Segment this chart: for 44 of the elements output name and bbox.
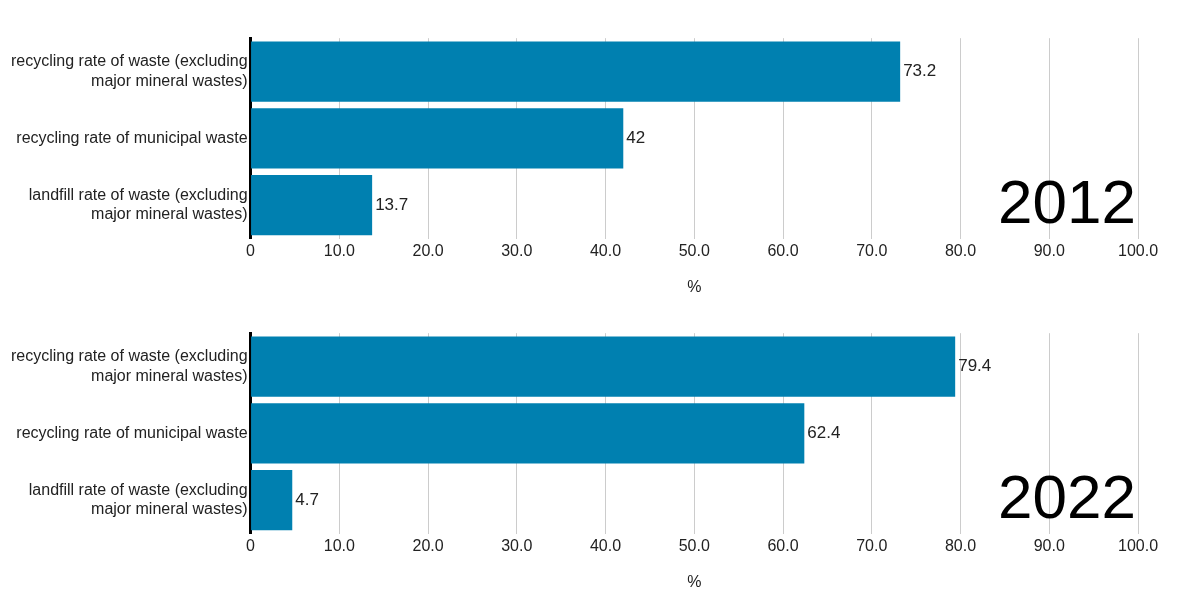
- x-tick-label: 50.0: [678, 241, 710, 259]
- x-tick-label: 60.0: [767, 241, 799, 259]
- x-tick-label: 40.0: [589, 536, 622, 554]
- x-tick-label: 20.0: [412, 241, 444, 259]
- x-tick-label: 100.0: [1117, 536, 1159, 554]
- x-tick-label: 90.0: [1033, 536, 1065, 554]
- bar: [251, 336, 956, 397]
- x-tick-label: 10.0: [323, 536, 355, 554]
- x-tick-label: 30.0: [501, 241, 533, 259]
- annotation: 2022: [998, 461, 1136, 531]
- y-tick-label: recycling rate of municipal waste: [16, 423, 248, 441]
- data-label: 73.2: [903, 61, 937, 81]
- x-tick-label: 10.0: [323, 241, 355, 259]
- y-tick-label: recycling rate of waste (excluding major mineral wastes): [10, 52, 248, 89]
- data-label: 4.7: [295, 489, 319, 509]
- x-tick-label: 0: [246, 536, 256, 554]
- bar: [251, 41, 901, 102]
- x-tick-label: 60.0: [767, 536, 799, 554]
- x-tick-label: 50.0: [678, 536, 710, 554]
- data-label: 62.4: [807, 423, 841, 443]
- x-tick-label: 100.0: [1117, 241, 1159, 259]
- x-tick-label: 80.0: [944, 241, 977, 259]
- x-tick-label: 30.0: [501, 536, 533, 554]
- bar: [251, 175, 373, 236]
- x-tick-label: 80.0: [944, 536, 977, 554]
- bar: [251, 470, 293, 531]
- y-tick-label: recycling rate of waste (excluding major mineral wastes): [10, 347, 248, 384]
- data-label: 42: [626, 128, 646, 148]
- x-tick-label: 70.0: [856, 241, 888, 259]
- x-axis-title: %: [687, 572, 702, 590]
- data-label: 79.4: [958, 356, 992, 376]
- x-axis-title: %: [687, 277, 702, 295]
- data-label: 13.7: [375, 194, 409, 214]
- y-tick-label: landfill rate of waste (excluding major mineral wastes): [28, 481, 248, 518]
- x-tick-label: 0: [246, 241, 256, 259]
- bar: [251, 403, 805, 464]
- x-tick-label: 20.0: [412, 536, 444, 554]
- x-tick-label: 90.0: [1033, 241, 1065, 259]
- annotation: 2012: [998, 166, 1136, 236]
- x-tick-label: 70.0: [856, 536, 888, 554]
- y-tick-label: landfill rate of waste (excluding major mineral wastes): [28, 186, 248, 223]
- x-tick-label: 40.0: [589, 241, 622, 259]
- bar: [251, 108, 624, 169]
- y-tick-label: recycling rate of municipal waste: [16, 128, 248, 146]
